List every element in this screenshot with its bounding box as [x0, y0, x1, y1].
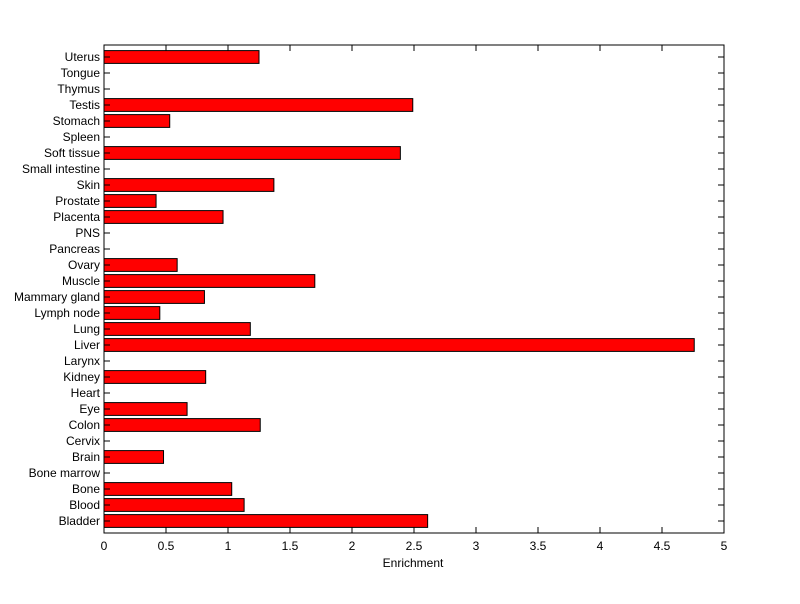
- bars: [103, 50, 695, 528]
- y-tick-label: Cervix: [66, 434, 100, 448]
- y-tick-label: Bone: [72, 482, 100, 496]
- y-tick-label: Prostate: [55, 194, 100, 208]
- bar: [103, 114, 171, 128]
- y-tick-label: Brain: [72, 450, 100, 464]
- x-tick-label: 1.5: [282, 539, 299, 553]
- y-tick-label: Testis: [69, 98, 100, 112]
- y-tick-label: Blood: [69, 498, 100, 512]
- y-tick-label: Lymph node: [34, 306, 100, 320]
- y-tick-labels: Bladder Blood Bone Bone marrow Brain Cervix Co…: [14, 50, 101, 528]
- bar: [103, 178, 275, 192]
- y-tick-label: Tongue: [61, 66, 101, 80]
- x-tick-label: 2.5: [406, 539, 423, 553]
- y-tick-label: Ovary: [68, 258, 100, 272]
- y-tick-label: Kidney: [63, 370, 100, 384]
- bar: [103, 450, 165, 464]
- y-tick-label: Skin: [77, 178, 100, 192]
- bar: [103, 418, 261, 432]
- y-tick-label: Small intestine: [22, 162, 100, 176]
- x-tick-label: 1: [225, 539, 232, 553]
- x-tick-label: 2: [349, 539, 356, 553]
- y-tick-label: Larynx: [64, 354, 100, 368]
- bar: [103, 146, 401, 160]
- bar: [103, 514, 429, 528]
- y-tick-label: Heart: [71, 386, 101, 400]
- y-tick-label: Liver: [74, 338, 100, 352]
- y-tick-label: Colon: [69, 418, 100, 432]
- y-tick-label: Placenta: [53, 210, 100, 224]
- bar: [103, 210, 224, 224]
- x-tick-label: 0: [101, 539, 108, 553]
- bar: [103, 306, 161, 320]
- x-tick-label: 5: [721, 539, 728, 553]
- x-tick-labels: 0 0.5 1 1.5 2 2.5 3 3.5 4 4.5 5: [101, 539, 728, 553]
- y-tick-label: Bladder: [59, 514, 100, 528]
- bar: [103, 402, 188, 416]
- x-tick-label: 3.5: [530, 539, 547, 553]
- bar: [103, 274, 316, 288]
- x-axis-label: Enrichment: [383, 556, 444, 570]
- y-tick-label: Thymus: [57, 82, 100, 96]
- bar: [103, 482, 233, 496]
- y-tick-label: Muscle: [62, 274, 100, 288]
- bar: [103, 338, 695, 352]
- x-tick-label: 4: [597, 539, 604, 553]
- y-tick-label: Uterus: [65, 50, 100, 64]
- y-tick-label: Eye: [79, 402, 100, 416]
- bar: [103, 290, 205, 304]
- y-tick-label: Pancreas: [49, 242, 100, 256]
- plot-frame: [103, 44, 725, 534]
- x-tick-label: 0.5: [158, 539, 175, 553]
- bar: [103, 322, 251, 336]
- bar: [103, 98, 414, 112]
- y-tick-label: Stomach: [53, 114, 100, 128]
- y-tick-label: Spleen: [63, 130, 100, 144]
- bar: [103, 258, 178, 272]
- y-tick-label: Bone marrow: [29, 466, 101, 480]
- bar: [103, 498, 245, 512]
- x-tick-label: 4.5: [654, 539, 671, 553]
- axis-ticks: [103, 45, 725, 533]
- y-tick-label: Mammary gland: [14, 290, 100, 304]
- x-tick-label: 3: [473, 539, 480, 553]
- bar: [103, 194, 157, 208]
- bar: [103, 370, 207, 384]
- y-tick-label: PNS: [75, 226, 100, 240]
- y-tick-label: Soft tissue: [44, 146, 100, 160]
- y-tick-label: Lung: [73, 322, 100, 336]
- bar: [103, 50, 260, 64]
